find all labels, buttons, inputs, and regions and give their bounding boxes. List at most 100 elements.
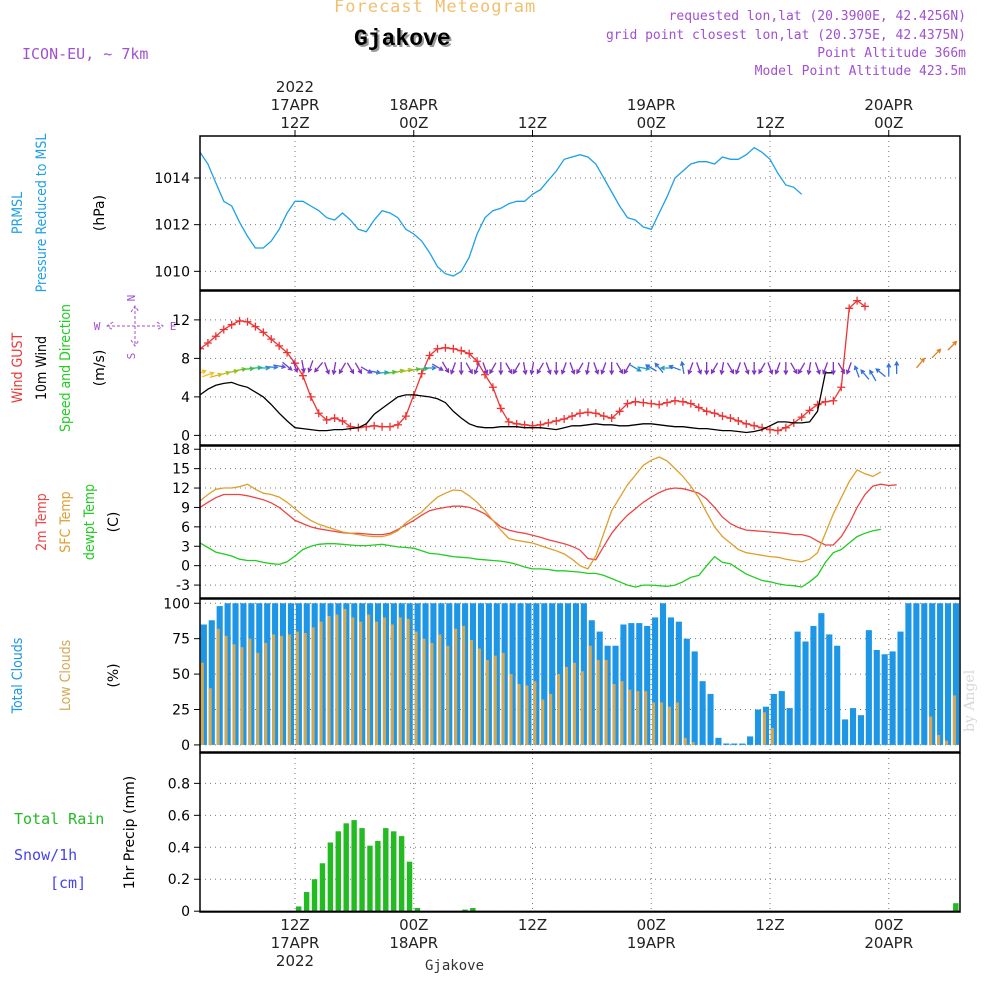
wind-direction-arrow <box>947 340 958 351</box>
panel-label: Pressure Reduced to MSL <box>34 134 50 293</box>
low-clouds-bar <box>469 640 474 745</box>
total-clouds-bar <box>802 641 809 745</box>
low-clouds-bar <box>961 688 964 745</box>
low-clouds-bar <box>454 628 458 745</box>
gust-marker <box>275 341 284 350</box>
plot-area-4 <box>200 820 960 912</box>
y-tick-label: 0.6 <box>168 808 190 824</box>
time-label-top: 18APR <box>389 96 438 114</box>
rain-bar <box>343 823 349 912</box>
wind-direction-arrow <box>273 364 287 370</box>
low-clouds-bar <box>628 689 632 745</box>
y-tick-label: 0 <box>181 559 190 575</box>
low-clouds-bar <box>564 667 569 745</box>
total-clouds-bar <box>691 651 698 745</box>
wind-direction-arrow <box>553 362 559 376</box>
gust-marker <box>433 344 442 353</box>
low-clouds-bar <box>335 614 339 745</box>
wind-direction-arrow <box>522 361 528 376</box>
total-clouds-bar <box>707 693 714 745</box>
y-tick-label: 1010 <box>154 264 190 280</box>
wind-direction-arrow <box>498 362 504 376</box>
wind-direction-arrow <box>719 361 725 376</box>
total-clouds-bar <box>937 603 944 745</box>
low-clouds-bar <box>240 647 244 745</box>
gust-marker <box>473 357 482 366</box>
low-clouds-bar <box>952 695 956 745</box>
total-clouds-bar <box>913 603 920 745</box>
time-label-top: 12Z <box>518 114 547 132</box>
y-tick-label: 100 <box>163 596 190 612</box>
compass-s: S <box>125 353 138 360</box>
y-tick-label: 9 <box>181 500 190 516</box>
gust-marker <box>766 425 774 434</box>
location-title: Gjakove <box>354 26 451 52</box>
rain-bar <box>327 842 334 912</box>
time-label-bottom: 19APR <box>627 934 676 952</box>
rain-bar <box>953 903 959 912</box>
low-clouds-bar <box>549 693 553 745</box>
gust-marker <box>259 328 268 337</box>
gust-marker <box>417 369 426 378</box>
gust-marker <box>742 419 751 428</box>
wind-direction-arrow <box>644 364 657 372</box>
gust-marker <box>734 416 743 425</box>
low-clouds-bar <box>596 659 600 745</box>
total-clouds-bar <box>549 603 556 745</box>
rain-bar <box>462 909 468 912</box>
gust-marker <box>576 409 584 418</box>
time-label-top: 2022 <box>276 78 314 96</box>
y-axis-label: (C) <box>106 512 122 533</box>
total-clouds-bar <box>715 737 722 745</box>
panel-label: 10m Wind <box>34 336 50 400</box>
rain-label: Total Rain <box>14 810 104 828</box>
time-label-bottom: 12Z <box>280 916 309 934</box>
total-clouds-bar <box>826 634 833 745</box>
low-clouds-bar <box>256 652 260 745</box>
low-clouds-bar <box>462 625 466 745</box>
wind-direction-arrow <box>307 360 314 373</box>
low-clouds-bar <box>667 706 671 745</box>
gust-marker <box>219 325 228 334</box>
wind-direction-arrow <box>837 362 845 375</box>
panel-label: SFC Temp <box>58 491 74 552</box>
gust-marker <box>663 398 672 407</box>
gust-marker <box>773 426 782 435</box>
low-clouds-bar <box>319 621 323 745</box>
wind-direction-arrow <box>931 348 942 359</box>
gust-marker <box>781 423 790 432</box>
10m-wind-line <box>200 372 834 434</box>
wind-direction-arrow <box>536 362 544 375</box>
gust-marker <box>813 400 822 409</box>
wind-direction-arrow <box>886 362 892 376</box>
gust-marker <box>726 414 735 423</box>
y-tick-label: 4 <box>181 390 190 406</box>
wind-direction-arrow <box>314 362 324 373</box>
gust-marker <box>441 343 450 352</box>
low-clouds-bar <box>406 618 410 745</box>
gust-marker <box>583 408 592 417</box>
gust-marker <box>267 335 276 344</box>
low-clouds-bar <box>367 614 371 745</box>
low-clouds-bar <box>430 642 434 745</box>
wind-direction-arrow <box>423 365 437 371</box>
time-label-top: 17APR <box>271 96 320 114</box>
y-axis-label: (hPa) <box>92 195 108 231</box>
low-clouds-bar <box>477 648 481 745</box>
total-clouds-bar <box>810 625 817 745</box>
low-clouds-bar <box>264 642 268 745</box>
total-clouds-bar <box>541 603 548 745</box>
low-clouds-bar <box>636 691 640 745</box>
panel-label: Wind GUST <box>10 333 26 404</box>
gust-marker <box>591 409 600 418</box>
low-clouds-bar <box>398 617 402 745</box>
wind-direction-arrow <box>505 362 513 375</box>
gust-marker <box>607 414 616 423</box>
wind-direction-arrow <box>774 362 781 375</box>
point-altitude: Point Altitude 366m <box>817 46 966 61</box>
low-clouds-bar <box>374 621 379 745</box>
wind-direction-arrow <box>822 362 829 375</box>
total-clouds-bar <box>818 613 825 745</box>
total-clouds-bar <box>786 708 793 745</box>
